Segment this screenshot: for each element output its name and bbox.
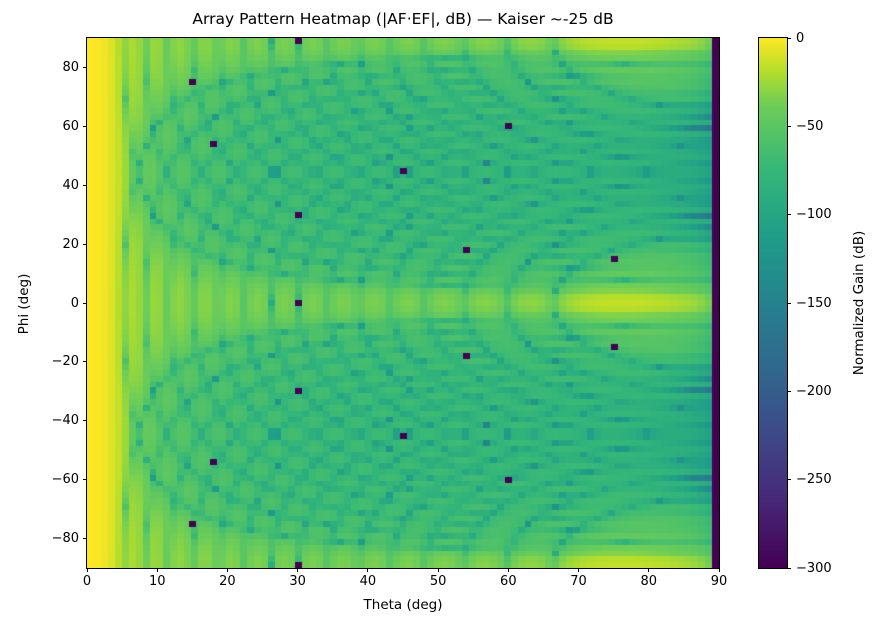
y-tick-mark [83,66,87,68]
colorbar-tick-mark [787,567,791,569]
x-axis-label: Theta (deg) [363,597,443,613]
x-tick-label: 60 [500,574,517,589]
y-tick-mark [83,184,87,186]
y-tick-mark [83,420,87,422]
colorbar-tick-mark [787,37,791,39]
x-tick-label: 90 [710,574,728,589]
x-tick-mark [86,568,88,572]
heatmap-canvas [87,38,719,568]
colorbar-tick-mark [787,302,791,304]
y-tick-mark [83,302,87,304]
y-tick-mark [83,243,87,245]
x-tick-mark [718,568,720,572]
x-tick-mark [578,568,580,572]
y-tick-label: 60 [62,118,79,134]
colorbar-tick-mark [787,214,791,216]
x-tick-label: 40 [359,574,377,589]
x-tick-mark [226,568,228,572]
x-tick-mark [648,568,650,572]
y-tick-label: 40 [62,177,79,193]
colorbar-tick-label: −200 [796,383,832,399]
y-tick-mark [83,361,87,363]
y-tick-label: −40 [51,413,79,429]
x-tick-label: 0 [82,574,92,589]
colorbar-tick-mark [787,125,791,127]
y-tick-mark [83,538,87,540]
colorbar-tick-label: −150 [796,295,832,311]
colorbar-canvas [759,38,787,568]
y-tick-label: 0 [70,295,79,311]
x-tick-mark [367,568,369,572]
chart-title: Array Pattern Heatmap (|AF·EF|, dB) — Ka… [192,10,614,28]
x-tick-label: 30 [289,574,306,589]
colorbar-tick-mark [787,479,791,481]
colorbar-tick-mark [787,390,791,392]
colorbar-tick-label: −300 [796,560,832,576]
x-tick-mark [507,568,509,572]
colorbar [758,37,788,569]
plot-area [86,37,720,569]
x-tick-label: 50 [429,574,447,589]
x-tick-label: 80 [640,574,658,589]
x-tick-mark [156,568,158,572]
y-tick-label: −20 [51,354,79,370]
x-tick-mark [297,568,299,572]
x-tick-label: 10 [148,574,166,589]
y-tick-mark [83,125,87,127]
y-tick-label: −60 [51,472,79,488]
y-tick-label: −80 [51,531,79,547]
x-tick-label: 70 [570,574,587,589]
x-tick-label: 20 [219,574,236,589]
colorbar-tick-label: −50 [796,118,824,134]
colorbar-tick-label: −100 [796,207,832,223]
colorbar-tick-label: −250 [796,472,832,488]
y-tick-label: 20 [62,236,79,252]
colorbar-tick-label: 0 [796,30,805,46]
x-tick-mark [437,568,439,572]
colorbar-label: Normalized Gain (dB) [851,230,867,376]
y-tick-mark [83,479,87,481]
y-tick-label: 80 [62,59,79,75]
